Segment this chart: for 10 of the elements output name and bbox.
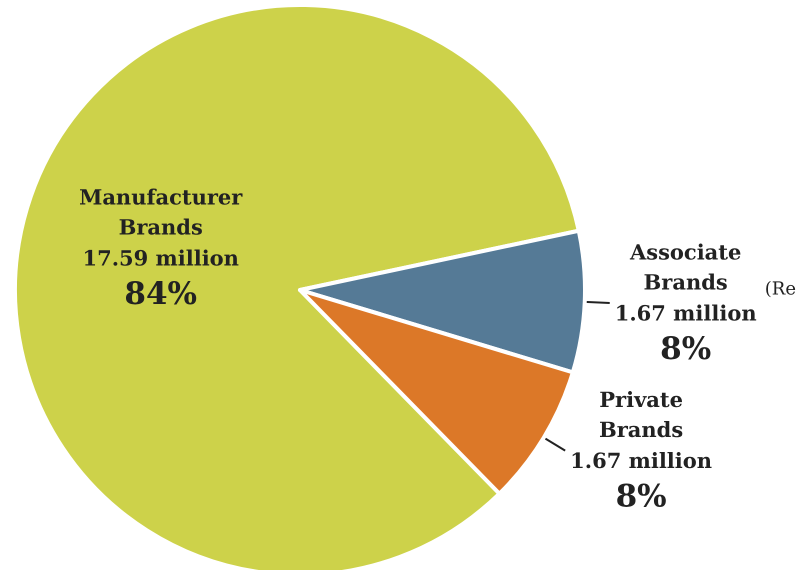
text: (Re: [764, 278, 796, 300]
data-label: 8%: [660, 330, 712, 367]
text: 17.59 million: [82, 245, 239, 270]
slice-label: Manufacturer Brands: [79, 184, 244, 240]
data-label: 8%: [616, 478, 667, 515]
text: 1.67 million: [570, 448, 712, 474]
text: 1.67 million: [614, 300, 757, 326]
data-label: 84%: [124, 276, 198, 312]
slice-label: Associate Brands: [628, 239, 742, 294]
slice-label: Private Brands: [598, 387, 684, 442]
